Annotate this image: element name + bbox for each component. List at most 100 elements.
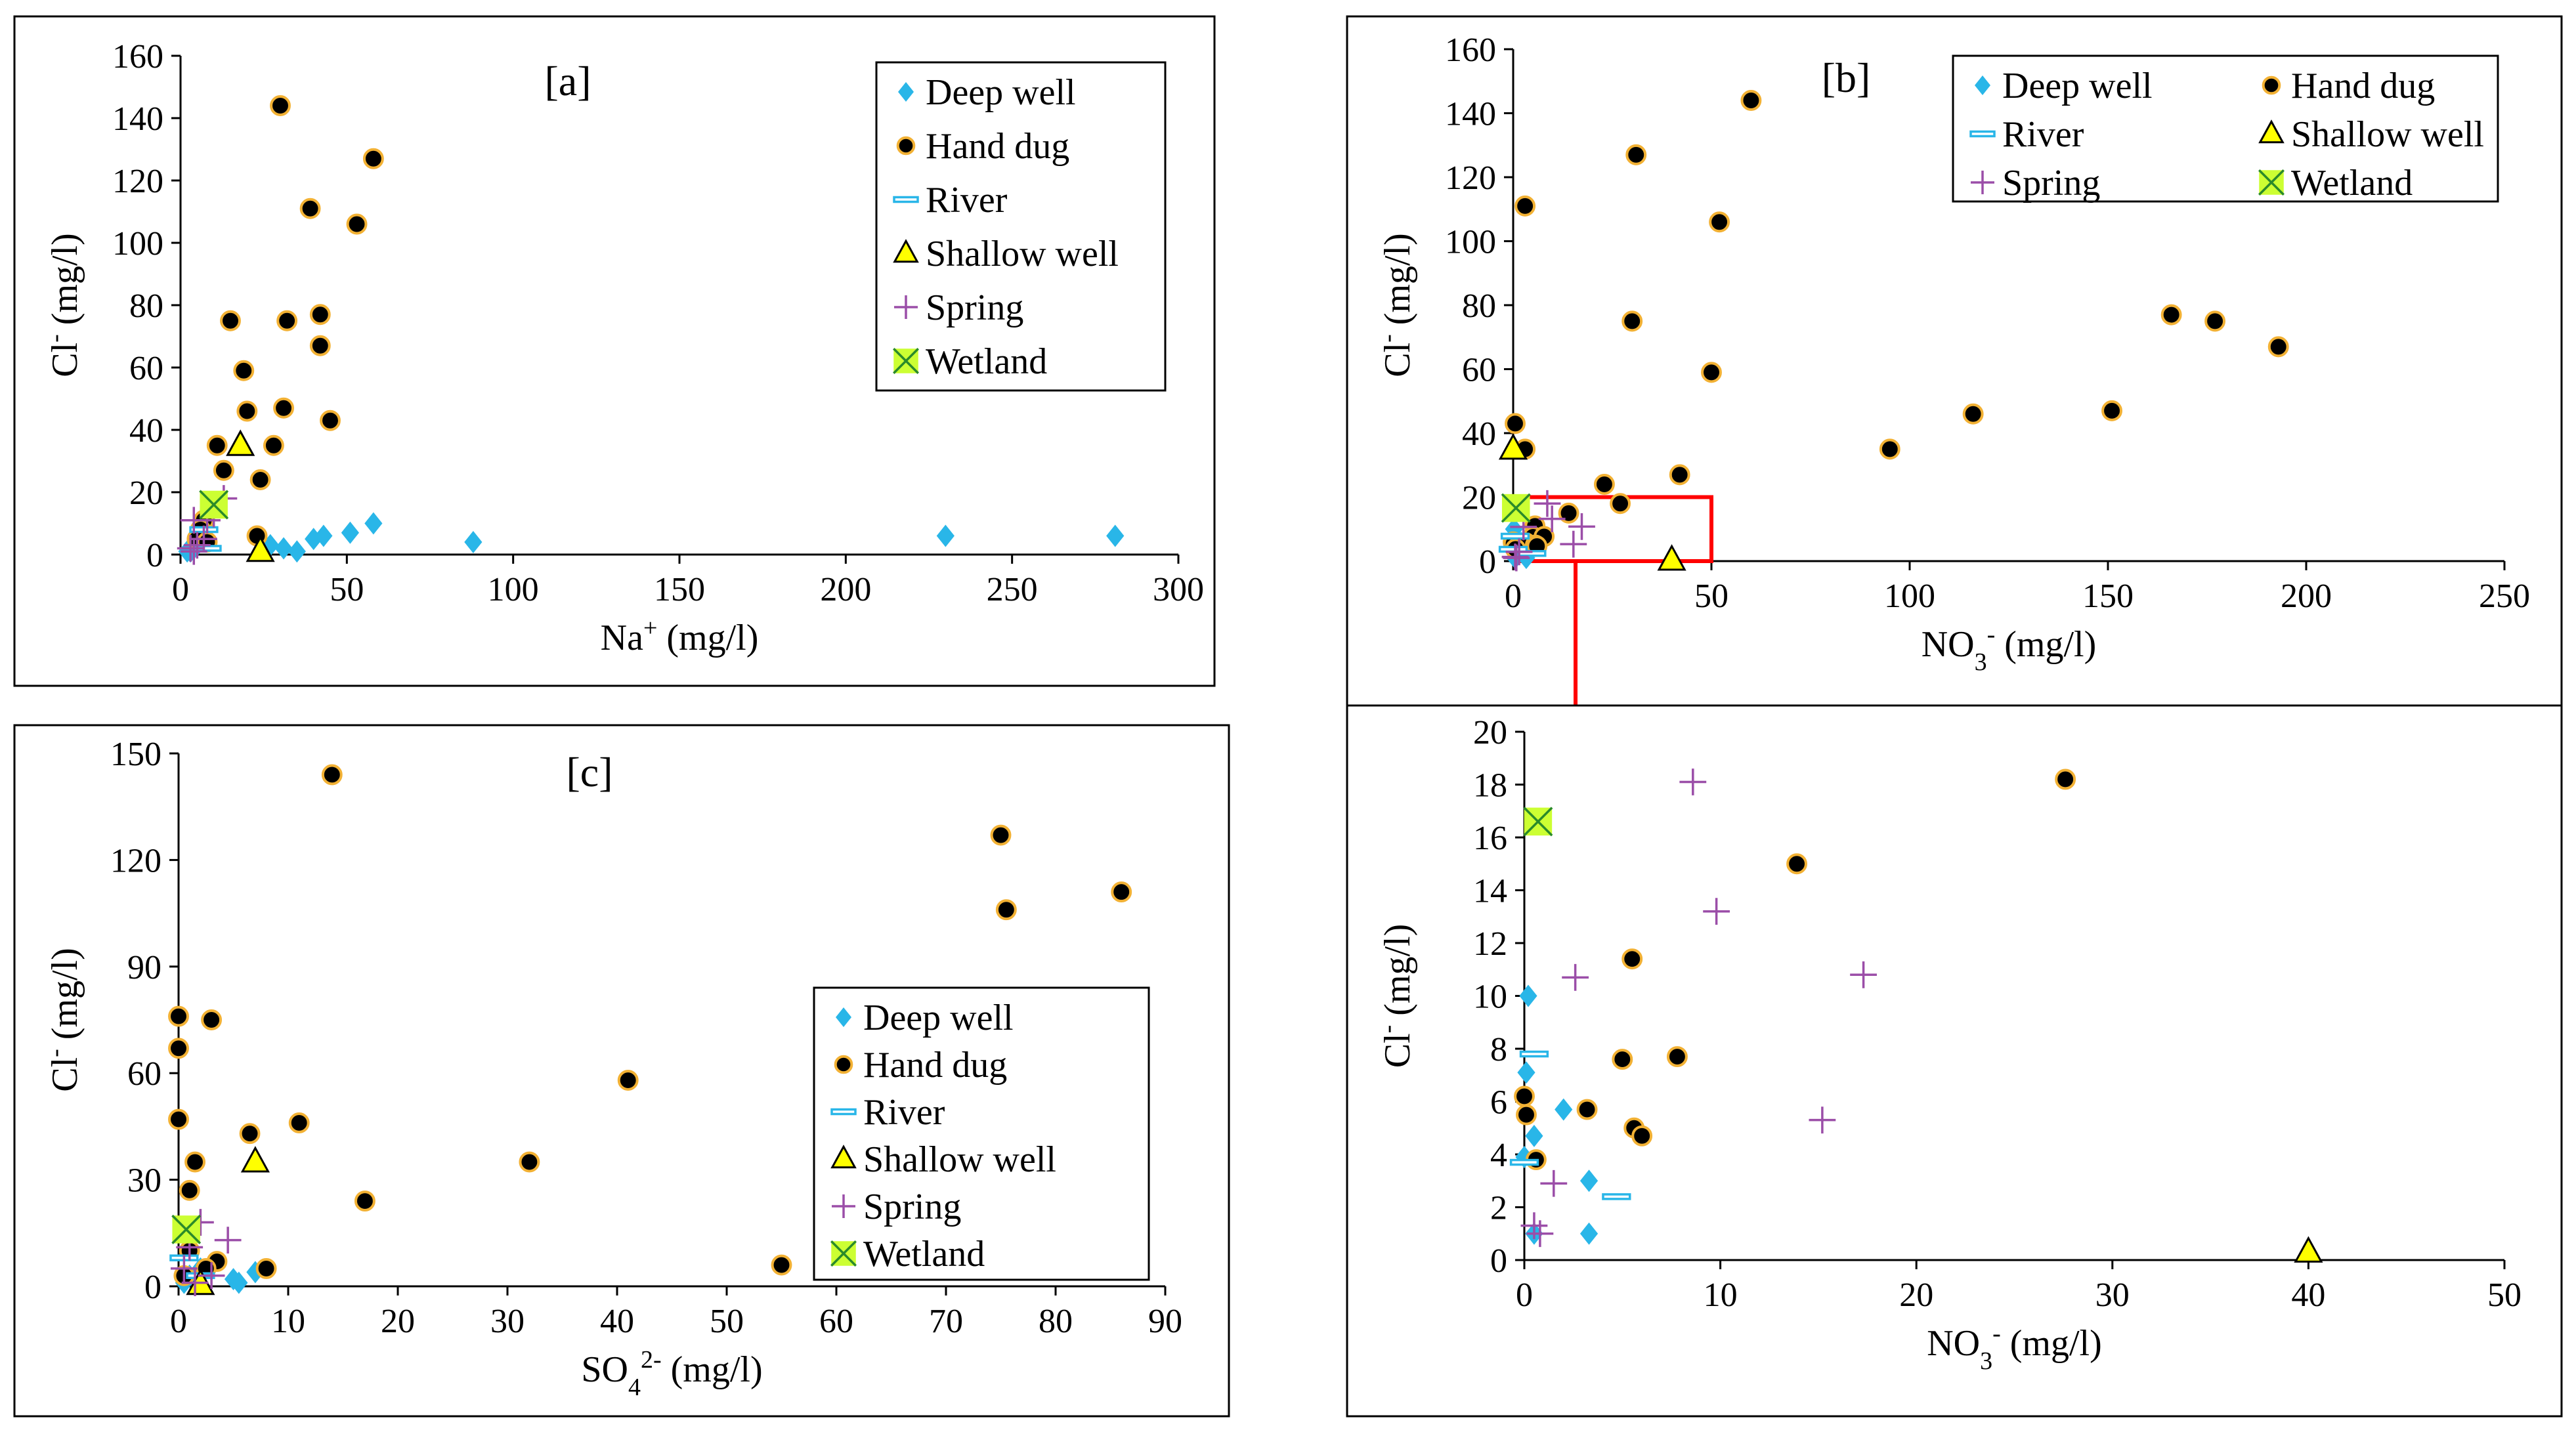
chart-panel-b: 0 50 100 150 200 250 0 20 40 60 80 100 120 140 160 NO3-…	[1346, 15, 2563, 742]
legend-marker-wetland	[2258, 169, 2285, 196]
point-hand	[1505, 413, 1526, 434]
x-tick-label: 50	[330, 571, 364, 608]
point-hand	[1111, 881, 1132, 903]
point-hand	[771, 1254, 792, 1276]
legend-entry-shallow: Shallow well	[2291, 114, 2484, 155]
x-tick-label: 100	[488, 571, 539, 608]
legend-entry-shallow: Shallow well	[926, 234, 1119, 274]
point-deep	[305, 528, 323, 551]
point-hand	[990, 824, 1012, 846]
point-shallow	[246, 535, 275, 562]
chart-panel-c: 0 10 20 30 40 50 60 70 80 90 0 30 60 90 120 150 SO42- (m…	[13, 724, 1230, 1418]
legend-marker-river	[893, 196, 919, 203]
panel-label: [a]	[544, 58, 591, 104]
x-tick-label: 20	[381, 1303, 415, 1340]
point-hand	[1558, 502, 1579, 524]
point-hand	[213, 459, 234, 481]
y-tick-label: 60	[127, 1055, 161, 1093]
legend-marker-river	[830, 1108, 857, 1116]
series-spring	[1520, 769, 1877, 1248]
point-hand	[249, 469, 271, 490]
legend-entry-spring: Spring	[2002, 163, 2100, 203]
point-hand	[1631, 1125, 1653, 1147]
y-tick-label: 2	[1490, 1190, 1507, 1227]
series-wetland	[1523, 807, 1553, 837]
point-hand	[1786, 853, 1807, 875]
legend-entry-deep: Deep well	[863, 998, 1014, 1038]
series-river	[1509, 1050, 1631, 1200]
point-hand	[1516, 1104, 1537, 1126]
y-tick-label: 20	[129, 474, 163, 512]
legend-entry-river: River	[863, 1092, 945, 1133]
x-tick-label: 0	[1505, 578, 1522, 615]
point-spring	[170, 1255, 198, 1282]
y-tick-label: 120	[110, 842, 161, 879]
y-tick-label: 16	[1473, 820, 1507, 857]
point-hand	[168, 1038, 189, 1059]
legend-marker-deep	[836, 1007, 851, 1027]
legend-marker-spring	[894, 295, 918, 319]
x-tick-label: 150	[2082, 578, 2134, 615]
point-hand	[1610, 493, 1631, 515]
legend-entry-deep: Deep well	[2002, 66, 2153, 106]
series-wetland	[199, 490, 229, 520]
point-hand	[309, 304, 331, 326]
point-wetland	[199, 490, 229, 520]
point-spring	[183, 532, 211, 559]
legend-marker-shallow	[2258, 119, 2285, 144]
point-deep	[1525, 1124, 1543, 1147]
y-tick-label: 30	[127, 1162, 161, 1200]
x-tick-label: 0	[172, 571, 189, 608]
legend-entry-wetland: Wetland	[2291, 163, 2413, 203]
point-hand	[2055, 769, 2076, 790]
point-hand	[179, 1179, 200, 1201]
series-spring	[1501, 490, 1595, 572]
point-hand	[201, 1009, 223, 1030]
point-deep	[1106, 524, 1125, 547]
point-spring	[1560, 530, 1587, 558]
point-hand	[184, 1151, 205, 1173]
point-deep	[464, 531, 483, 553]
y-tick-label: 0	[1490, 1242, 1507, 1280]
point-deep	[246, 1261, 265, 1284]
y-tick-label: 20	[1473, 714, 1507, 751]
point-river	[1500, 532, 1530, 540]
point-deep	[1555, 1098, 1573, 1121]
legend-entry-shallow: Shallow well	[863, 1139, 1056, 1180]
point-hand	[276, 310, 298, 331]
x-tick-label: 10	[1704, 1276, 1738, 1314]
legend-marker-spring	[1971, 171, 1994, 194]
y-axis-label: Cl- (mg/l)	[1374, 233, 1418, 377]
y-tick-label: 0	[146, 537, 163, 574]
point-hand	[1625, 144, 1647, 165]
y-tick-label: 40	[129, 412, 163, 450]
point-hand	[270, 95, 291, 116]
legend-entry-river: River	[926, 180, 1008, 221]
point-shallow	[240, 1146, 270, 1173]
point-hand	[1740, 90, 1762, 111]
x-tick-label: 40	[2291, 1276, 2325, 1314]
y-tick-label: 80	[129, 287, 163, 325]
x-tick-label: 30	[490, 1303, 525, 1340]
point-spring	[1534, 490, 1561, 517]
legend-marker-deep	[1975, 75, 1990, 95]
point-wetland	[171, 1214, 202, 1244]
x-tick-label: 80	[1039, 1303, 1073, 1340]
point-shallow	[1498, 433, 1528, 460]
y-tick-label: 6	[1490, 1084, 1507, 1122]
point-hand	[263, 434, 284, 456]
x-tick-label: 100	[1884, 578, 1935, 615]
x-axis-label: NO3- (mg/l)	[1921, 621, 2097, 676]
point-shallow	[226, 429, 255, 456]
panel-label: [b]	[1822, 54, 1871, 101]
legend-marker-deep	[898, 82, 914, 102]
point-spring	[198, 1262, 225, 1290]
x-tick-label: 70	[929, 1303, 963, 1340]
y-tick-label: 120	[112, 163, 163, 200]
x-tick-label: 250	[987, 571, 1038, 608]
y-tick-label: 60	[1462, 352, 1496, 389]
y-tick-label: 140	[1445, 96, 1496, 133]
x-tick-label: 60	[819, 1303, 853, 1340]
x-tick-label: 40	[600, 1303, 634, 1340]
